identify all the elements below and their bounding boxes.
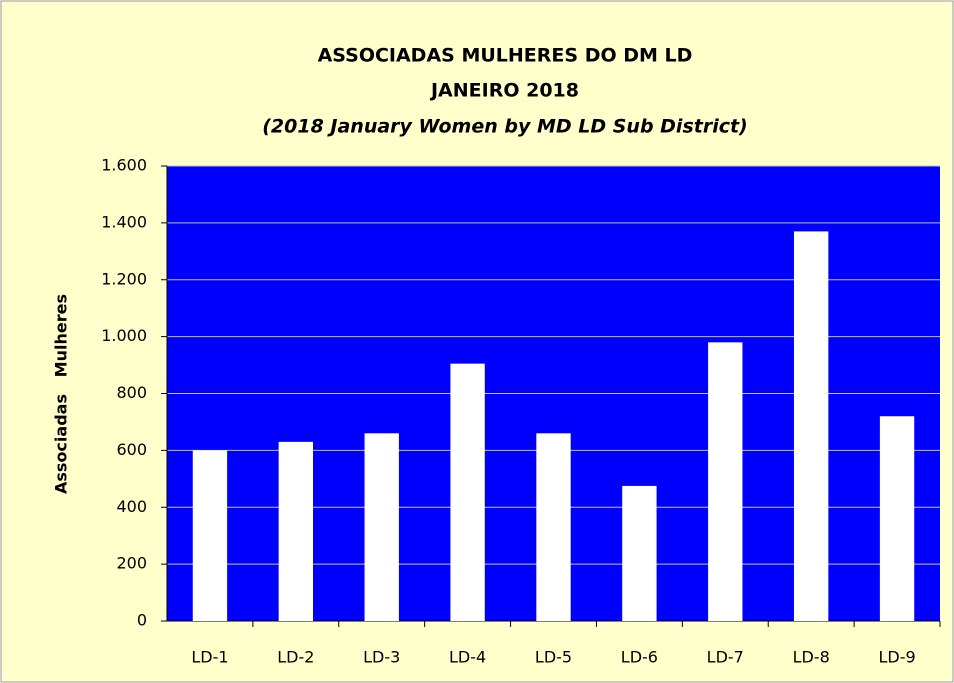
y-axis-label: Associadas Mulheres (52, 294, 71, 494)
bar (278, 441, 314, 621)
y-tick-label: 800 (116, 383, 147, 402)
x-tick-label: LD-7 (707, 648, 744, 667)
y-tick-label: 1.200 (101, 269, 147, 288)
x-tick-label: LD-1 (191, 648, 228, 667)
x-tick-label: LD-9 (878, 648, 915, 667)
chart-title: ASSOCIADAS MULHERES DO DM LD (318, 45, 693, 67)
y-tick-label: 0 (137, 611, 147, 630)
bar (192, 450, 228, 621)
x-tick-label: LD-8 (793, 648, 830, 667)
bar (450, 363, 485, 621)
bar (879, 416, 915, 621)
x-tick-label: LD-6 (621, 648, 658, 667)
chart-subtitle: (2018 January Women by MD LD Sub Distric… (262, 116, 748, 138)
bar (536, 433, 571, 621)
bar (793, 231, 829, 621)
bar (622, 485, 657, 621)
y-tick-label: 1.600 (101, 156, 147, 175)
y-tick-label: 600 (116, 440, 147, 459)
x-tick-label: LD-4 (449, 648, 486, 667)
bar (708, 342, 743, 621)
x-tick-label: LD-5 (535, 648, 572, 667)
y-tick-label: 200 (116, 554, 147, 573)
x-tick-label: LD-3 (363, 648, 400, 667)
bar (364, 433, 399, 621)
y-tick-label: 1.000 (101, 326, 147, 345)
y-tick-label: 1.400 (101, 212, 147, 231)
y-tick-label: 400 (116, 497, 147, 516)
x-tick-label: LD-2 (277, 648, 314, 667)
chart-title: JANEIRO 2018 (429, 80, 579, 102)
